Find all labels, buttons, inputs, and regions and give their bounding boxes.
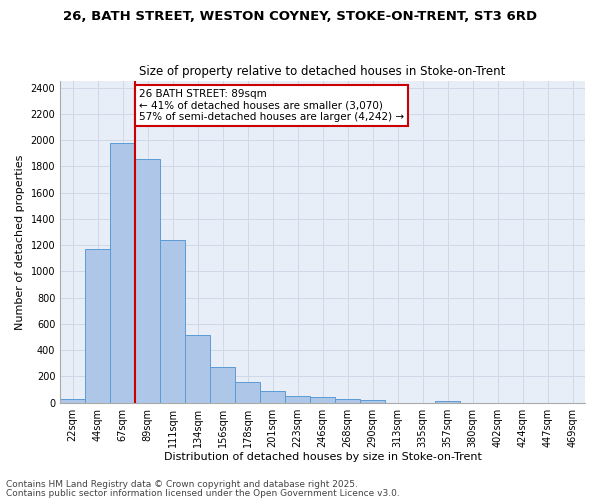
Bar bbox=[85, 249, 110, 402]
Bar bbox=[110, 143, 135, 403]
Bar bbox=[335, 398, 360, 402]
Bar bbox=[235, 382, 260, 402]
Text: Contains public sector information licensed under the Open Government Licence v3: Contains public sector information licen… bbox=[6, 488, 400, 498]
Text: 26 BATH STREET: 89sqm
← 41% of detached houses are smaller (3,070)
57% of semi-d: 26 BATH STREET: 89sqm ← 41% of detached … bbox=[139, 89, 404, 122]
Bar bbox=[260, 391, 285, 402]
Bar bbox=[310, 397, 335, 402]
Bar bbox=[435, 400, 460, 402]
Bar bbox=[185, 335, 210, 402]
X-axis label: Distribution of detached houses by size in Stoke-on-Trent: Distribution of detached houses by size … bbox=[164, 452, 482, 462]
Text: Contains HM Land Registry data © Crown copyright and database right 2025.: Contains HM Land Registry data © Crown c… bbox=[6, 480, 358, 489]
Bar bbox=[210, 366, 235, 402]
Bar bbox=[135, 159, 160, 402]
Title: Size of property relative to detached houses in Stoke-on-Trent: Size of property relative to detached ho… bbox=[139, 66, 506, 78]
Y-axis label: Number of detached properties: Number of detached properties bbox=[15, 154, 25, 330]
Bar bbox=[60, 399, 85, 402]
Bar bbox=[160, 240, 185, 402]
Bar bbox=[285, 396, 310, 402]
Bar bbox=[360, 400, 385, 402]
Text: 26, BATH STREET, WESTON COYNEY, STOKE-ON-TRENT, ST3 6RD: 26, BATH STREET, WESTON COYNEY, STOKE-ON… bbox=[63, 10, 537, 23]
